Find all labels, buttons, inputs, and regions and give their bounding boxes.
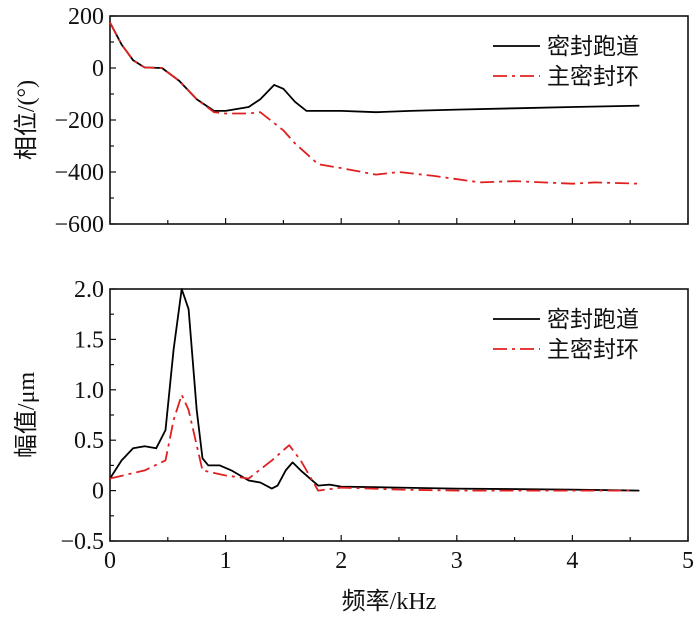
y-tick-label: 1.0 (74, 378, 104, 404)
y-tick-label: −0.5 (60, 529, 104, 555)
y-tick-label: −200 (54, 108, 104, 134)
x-tick-label: 2 (335, 548, 347, 574)
panel1-legend-label-1: 密封跑道 (547, 34, 639, 59)
x-axis-label: 频率/kHz (342, 588, 437, 615)
y-tick-label: 0 (92, 56, 104, 82)
x-tick-label: 1 (220, 548, 232, 574)
panel2-legend-label-1: 密封跑道 (547, 307, 639, 332)
panel2-series-line-1 (109, 288, 640, 492)
y-tick-label: 200 (68, 4, 104, 30)
y-tick-label: 1.5 (74, 327, 104, 353)
panel1-legend-label-2: 主密封环 (547, 64, 639, 89)
panel2-legend-label-2: 主密封环 (547, 337, 639, 362)
panel2-y-axis-label: 幅值/μm (13, 372, 40, 459)
y-tick-label: 0.5 (74, 428, 104, 454)
panel1-series-line-2 (109, 22, 640, 185)
panel2-series-line-2 (109, 393, 631, 492)
x-tick-label: 4 (566, 548, 578, 574)
x-tick-label: 0 (104, 548, 116, 574)
y-tick-label: 0 (92, 479, 104, 505)
y-tick-label: −400 (54, 160, 104, 186)
panel1-y-axis-label: 相位/(°) (13, 80, 40, 160)
y-tick-label: −600 (54, 212, 104, 238)
x-tick-label: 3 (451, 548, 463, 574)
x-tick-label: 5 (682, 548, 694, 574)
y-tick-label: 2.0 (74, 277, 104, 303)
